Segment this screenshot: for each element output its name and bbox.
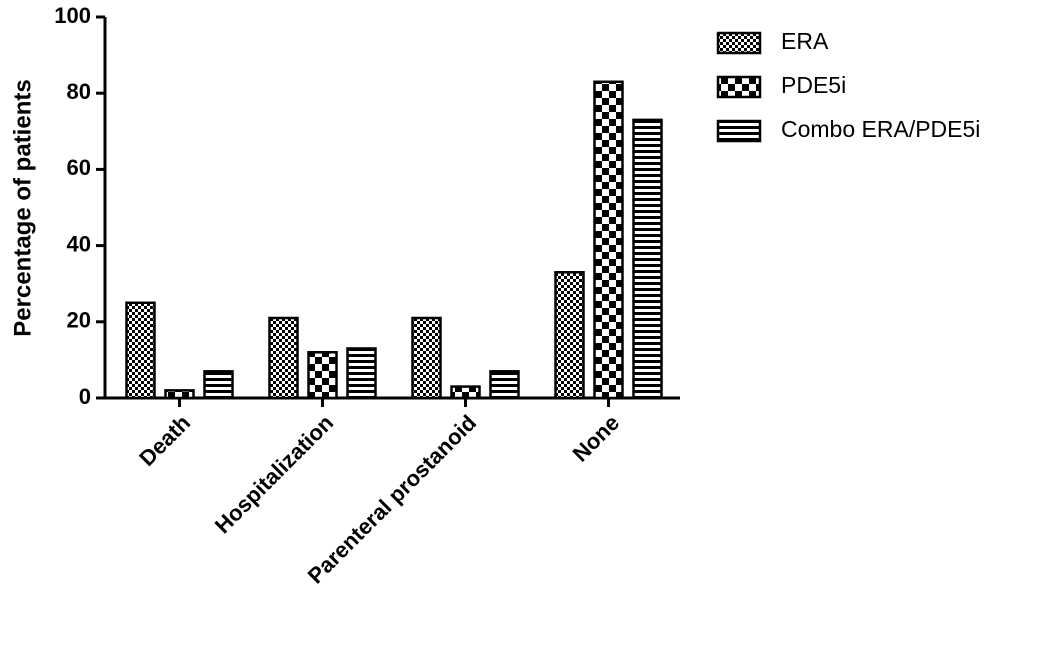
legend-swatch	[716, 31, 762, 55]
bar	[554, 271, 585, 400]
x-tick-label: Hospitalization	[210, 410, 338, 538]
legend-label: PDE5i	[781, 72, 846, 98]
y-axis-label: Percentage of patients	[9, 79, 36, 336]
x-tick-label: Parenteral prostanoid	[303, 410, 481, 588]
bar	[268, 316, 299, 400]
x-tick-label: None	[568, 410, 625, 467]
bar	[489, 370, 520, 400]
bar	[164, 389, 195, 400]
legend-label: Combo ERA/PDE5i	[781, 116, 980, 142]
y-tick-label: 40	[67, 231, 91, 256]
y-tick-label: 0	[79, 384, 91, 409]
bar	[346, 347, 377, 400]
y-tick-label: 100	[54, 3, 91, 28]
bar	[450, 385, 481, 400]
bar	[593, 80, 624, 400]
bar	[632, 118, 663, 400]
legend-swatch	[716, 75, 762, 99]
bar	[307, 351, 338, 400]
bar	[203, 370, 234, 400]
bar	[411, 316, 442, 400]
y-tick-label: 20	[67, 308, 91, 333]
x-tick-label: Death	[134, 410, 195, 471]
legend-label: ERA	[781, 28, 829, 54]
bar	[125, 301, 156, 400]
y-tick-label: 60	[67, 155, 91, 180]
y-tick-label: 80	[67, 79, 91, 104]
legend-swatch	[716, 119, 762, 143]
